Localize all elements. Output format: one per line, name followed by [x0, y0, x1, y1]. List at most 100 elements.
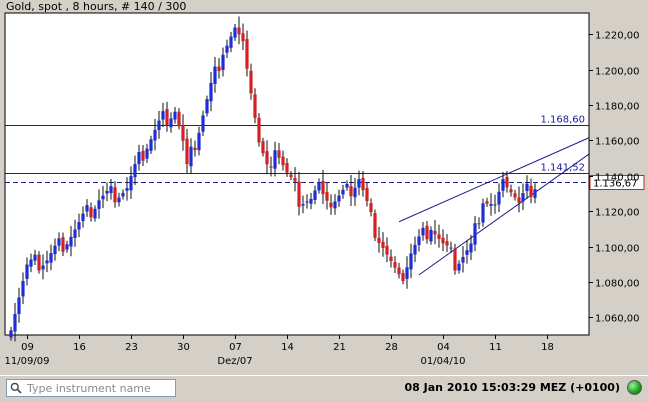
candle-29: [125, 177, 129, 201]
candle-36: [153, 118, 157, 151]
candle-130: [529, 178, 533, 204]
current-price-marker: 1.136,67: [589, 175, 645, 190]
candle-21: [93, 205, 97, 222]
candle-106: [433, 220, 437, 245]
candle-94: [385, 237, 389, 263]
trend-line-0: [398, 137, 590, 223]
candle-46: [193, 140, 197, 157]
instrument-search[interactable]: [6, 379, 176, 397]
candle-55: [229, 31, 233, 53]
candle-13: [61, 232, 65, 256]
candles: [9, 16, 537, 342]
y-tick-label-7: 1.200,00: [595, 67, 640, 78]
price-chart[interactable]: Gold, spot , 8 hours, # 140 / 300 1.168,…: [0, 0, 648, 375]
candle-126: [513, 189, 517, 201]
candle-16: [73, 219, 77, 247]
candle-52: [217, 58, 221, 79]
x-date-label-1: Dez/07: [217, 356, 252, 367]
candle-86: [353, 177, 357, 206]
candle-124: [505, 171, 509, 193]
time-axis: 09 16 23 30 07 14 21 28 04 11 18 11/09/09 Dez/07 01/0…: [5, 335, 554, 367]
clock-readout: 08 Jan 2010 15:03:29 MEZ (+0100): [404, 381, 620, 394]
candle-18: [81, 206, 85, 228]
candle-42: [177, 108, 181, 130]
candle-32: [137, 144, 141, 171]
candle-53: [221, 47, 225, 77]
candle-25: [109, 179, 113, 200]
candle-31: [133, 155, 137, 185]
candle-70: [289, 171, 293, 181]
candle-17: [77, 213, 81, 238]
candle-10: [49, 244, 53, 271]
candle-108: [441, 229, 445, 251]
candle-71: [293, 167, 297, 192]
current-price-label: 1.136,67: [593, 179, 638, 190]
candle-43: [181, 114, 185, 151]
x-tick-label-8: 04: [437, 342, 450, 353]
candle-5: [29, 253, 33, 273]
candle-12: [57, 232, 61, 252]
candle-111: [453, 243, 457, 275]
candle-122: [497, 183, 501, 213]
candle-121: [493, 194, 497, 214]
candle-30: [129, 166, 133, 200]
candle-0: [9, 326, 13, 341]
candle-119: [485, 197, 489, 207]
search-input[interactable]: [27, 381, 173, 395]
candle-35: [149, 135, 153, 155]
candle-110: [449, 241, 453, 254]
candle-34: [145, 143, 149, 163]
x-tick-label-9: 11: [489, 342, 502, 353]
candle-19: [85, 199, 89, 217]
candle-127: [517, 186, 521, 213]
candle-8: [41, 254, 45, 280]
candle-107: [437, 224, 441, 248]
candle-68: [281, 150, 285, 171]
candle-28: [121, 189, 125, 200]
candle-14: [65, 240, 69, 253]
y-tick-label-1: 1.080,00: [595, 279, 640, 290]
x-date-label-0: 11/09/09: [5, 356, 50, 367]
candle-23: [101, 185, 105, 209]
candle-74: [305, 194, 309, 209]
candle-67: [277, 143, 281, 165]
candle-72: [297, 171, 301, 216]
candle-98: [401, 269, 405, 285]
candle-118: [481, 198, 485, 227]
candle-123: [501, 171, 505, 198]
candle-6: [33, 249, 37, 265]
candle-60: [249, 63, 253, 100]
candle-61: [253, 88, 257, 124]
candle-45: [189, 138, 193, 174]
candle-20: [89, 202, 93, 222]
candle-69: [285, 158, 289, 177]
candle-39: [165, 101, 169, 132]
y-tick-label-3: 1.120,00: [595, 208, 640, 219]
x-tick-label-6: 21: [333, 342, 346, 353]
search-icon: [10, 382, 22, 394]
horizontal-levels: 1.168,60 1.141,52 1.136,67: [5, 115, 645, 190]
candle-105: [429, 226, 433, 245]
candle-7: [37, 251, 41, 274]
candle-1: [13, 302, 17, 342]
candle-75: [309, 192, 313, 210]
candle-95: [389, 249, 393, 268]
candle-129: [525, 175, 529, 199]
candle-73: [301, 195, 305, 214]
candle-78: [321, 169, 325, 205]
candle-131: [533, 183, 537, 204]
chart-title: Gold, spot , 8 hours, # 140 / 300: [6, 0, 186, 13]
trend-channel: [398, 137, 590, 276]
candle-15: [69, 225, 73, 257]
x-date-label-2: 01/04/10: [421, 356, 466, 367]
candle-27: [117, 192, 121, 207]
level-label-1: 1.141,52: [540, 163, 585, 174]
candle-90: [369, 198, 373, 217]
level-label-0: 1.168,60: [540, 115, 585, 126]
candle-24: [105, 182, 109, 202]
candle-59: [245, 30, 249, 77]
candle-58: [241, 23, 245, 50]
candle-4: [25, 257, 29, 286]
x-tick-label-3: 30: [177, 342, 190, 353]
